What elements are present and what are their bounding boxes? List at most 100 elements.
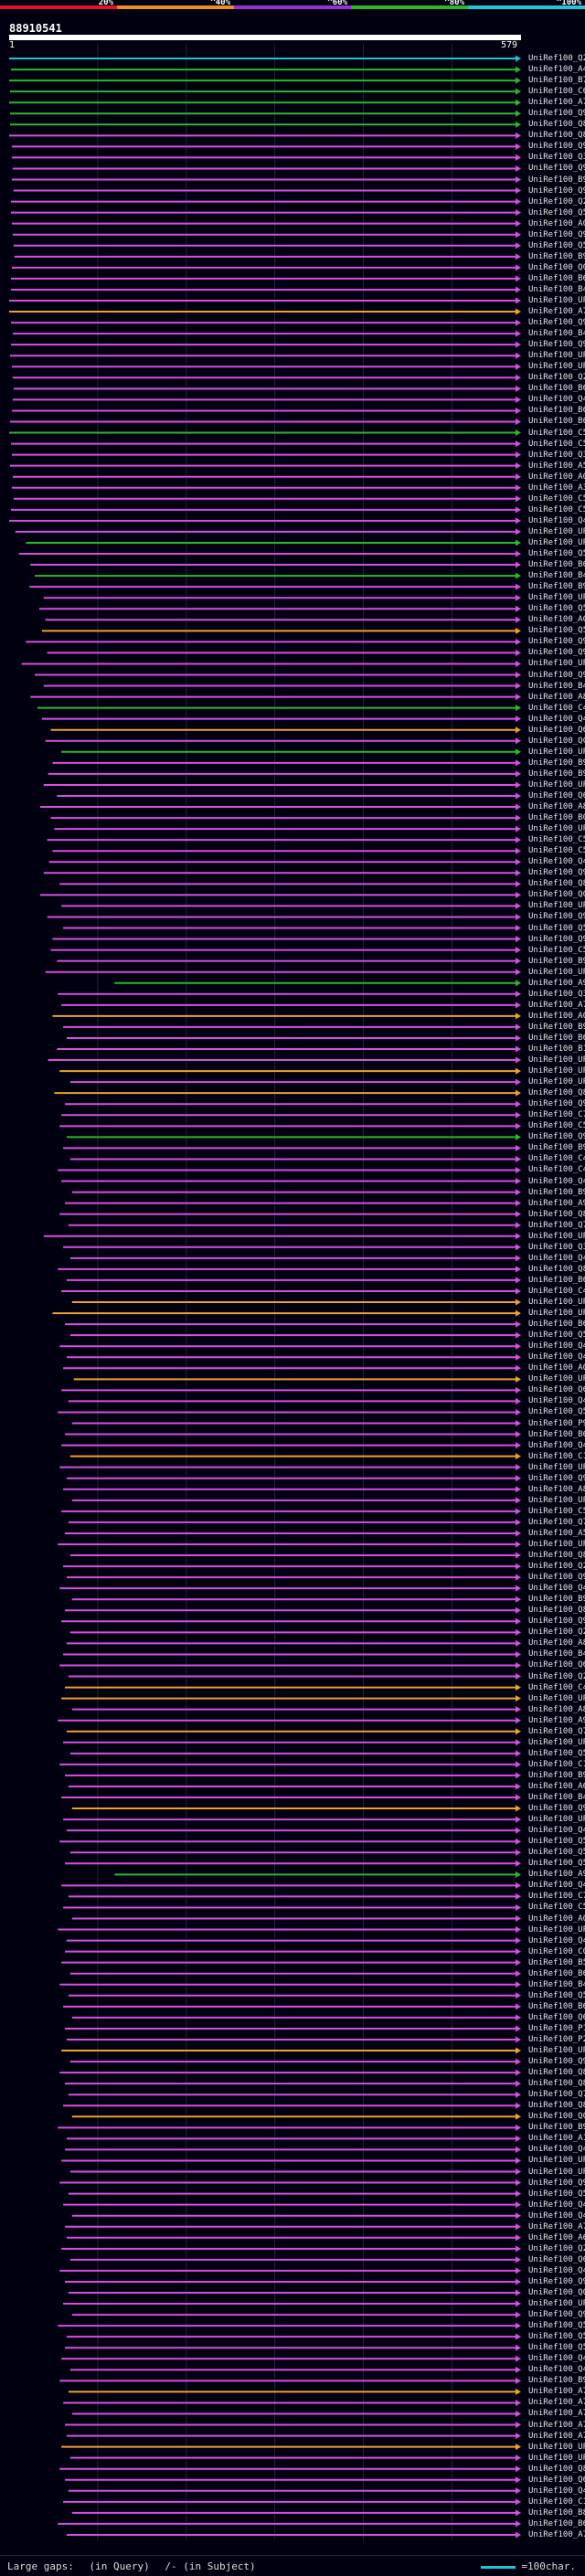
- hit-row[interactable]: [65, 2223, 521, 2231]
- hit-label[interactable]: UniRef100_Q54P77: [528, 1330, 585, 1341]
- hit-label[interactable]: UniRef100_A7QF35: [528, 1000, 585, 1010]
- hit-label[interactable]: UniRef100_UP1000..: [528, 659, 585, 669]
- hit-row[interactable]: [10, 341, 521, 348]
- hit-label[interactable]: UniRef100_Q9FUF1: [528, 229, 585, 239]
- hit-row[interactable]: [71, 1299, 521, 1306]
- hit-label[interactable]: UniRef100_UP1000..: [528, 2167, 585, 2177]
- hit-label[interactable]: UniRef100_UP1000..: [528, 1462, 585, 1472]
- hit-row[interactable]: [59, 1661, 521, 1669]
- hit-row[interactable]: [65, 2476, 521, 2484]
- hit-row[interactable]: [71, 1420, 521, 1427]
- hit-label[interactable]: UniRef100_C6T7Z1: [528, 87, 585, 97]
- hit-row[interactable]: [59, 880, 521, 887]
- hit-row[interactable]: [71, 2113, 521, 2120]
- hit-row[interactable]: [39, 803, 521, 811]
- hit-label[interactable]: UniRef100_Q9SDJ0: [528, 1573, 585, 1583]
- hit-row[interactable]: [69, 1155, 521, 1162]
- hit-label[interactable]: UniRef100_Q86113: [528, 1606, 585, 1616]
- hit-label[interactable]: UniRef100_Q0CTV4: [528, 890, 585, 900]
- hit-label[interactable]: UniRef100_UP1000..: [528, 2156, 585, 2166]
- hit-row[interactable]: [71, 1805, 521, 1812]
- hit-row[interactable]: [63, 1144, 521, 1151]
- hit-label[interactable]: UniRef100_UP1000..: [528, 2299, 585, 2309]
- hit-label[interactable]: UniRef100_Q40376: [528, 1584, 585, 1594]
- hit-row[interactable]: [69, 1453, 521, 1460]
- hit-label[interactable]: UniRef100_UP1000..: [528, 1539, 585, 1549]
- hit-row[interactable]: [66, 1728, 521, 1735]
- hit-row[interactable]: [69, 2366, 521, 2373]
- hit-label[interactable]: UniRef100_C4Q047: [528, 1154, 585, 1164]
- hit-label[interactable]: UniRef100_A4Q7K8: [528, 65, 585, 75]
- hit-label[interactable]: UniRef100_Q4A285: [528, 515, 585, 525]
- hit-label[interactable]: UniRef100_B6E562: [528, 2001, 585, 2011]
- hit-row[interactable]: [63, 925, 521, 932]
- hit-label[interactable]: UniRef100_A0Q136: [528, 218, 585, 228]
- hit-row[interactable]: [69, 2168, 521, 2176]
- hit-label[interactable]: UniRef100_UP1000..: [528, 1924, 585, 1935]
- hit-label[interactable]: UniRef100_Q6CW84: [528, 1660, 585, 1670]
- hit-row[interactable]: [61, 2443, 521, 2451]
- hit-label[interactable]: UniRef100_Q9FPQ5: [528, 648, 585, 658]
- hit-row[interactable]: [13, 242, 521, 249]
- hit-row[interactable]: [61, 902, 521, 909]
- hit-row[interactable]: [66, 1937, 521, 1945]
- hit-row[interactable]: [12, 164, 521, 172]
- hit-row[interactable]: [13, 187, 521, 195]
- hit-label[interactable]: UniRef100_Q6ASS5: [528, 2012, 585, 2022]
- hit-label[interactable]: UniRef100_UP1000..: [528, 1495, 585, 1505]
- hit-row[interactable]: [63, 1903, 521, 1911]
- hit-label[interactable]: UniRef100_Q8B966: [528, 1551, 585, 1561]
- hit-label[interactable]: UniRef100_A9RF92: [528, 1198, 585, 1208]
- hit-label[interactable]: UniRef100_Q8VKN7: [528, 2464, 585, 2474]
- hit-label[interactable]: UniRef100_B6TSI9: [528, 384, 585, 394]
- hit-label[interactable]: UniRef100_B6MDH6: [528, 1320, 585, 1330]
- hit-label[interactable]: UniRef100_C4I7P5: [528, 1682, 585, 1692]
- hit-label[interactable]: UniRef100_Q39614: [528, 450, 585, 460]
- hit-row[interactable]: [11, 484, 521, 492]
- hit-label[interactable]: UniRef100_Q9LI74: [528, 637, 585, 647]
- hit-label[interactable]: UniRef100_C5X646: [528, 1121, 585, 1131]
- hit-label[interactable]: UniRef100_C1FED3: [528, 1759, 585, 1769]
- hit-label[interactable]: UniRef100_C5XDH2: [528, 945, 585, 955]
- hit-label[interactable]: UniRef100_UP1000..: [528, 2453, 585, 2463]
- hit-row[interactable]: [59, 2179, 521, 2187]
- hit-label[interactable]: UniRef100_C7J205: [528, 1110, 585, 1120]
- hit-row[interactable]: [65, 2344, 521, 2351]
- hit-row[interactable]: [61, 1508, 521, 1515]
- hit-row[interactable]: [63, 1650, 521, 1658]
- hit-row[interactable]: [26, 638, 521, 645]
- hit-row[interactable]: [59, 2267, 521, 2274]
- hit-row[interactable]: [59, 1761, 521, 1768]
- hit-label[interactable]: UniRef100_UP1000..: [528, 1066, 585, 1076]
- hit-row[interactable]: [48, 770, 521, 778]
- hit-label[interactable]: UniRef100_Q9SBM1: [528, 912, 585, 922]
- hit-row[interactable]: [59, 2069, 521, 2076]
- hit-row[interactable]: [71, 1706, 521, 1713]
- hit-label[interactable]: UniRef100_Q41048: [528, 395, 585, 405]
- hit-label[interactable]: UniRef100_B7FHN1: [528, 76, 585, 86]
- hit-label[interactable]: UniRef100_Q8L6E5: [528, 1264, 585, 1274]
- hit-label[interactable]: UniRef100_Q51E20: [528, 2189, 585, 2199]
- hit-label[interactable]: UniRef100_Q0NZ56: [528, 2288, 585, 2297]
- hit-row[interactable]: [47, 913, 521, 920]
- hit-label[interactable]: UniRef100_B4E558: [528, 681, 585, 691]
- hit-row[interactable]: [71, 1595, 521, 1603]
- hit-row[interactable]: [114, 1871, 521, 1878]
- hit-label[interactable]: UniRef100_Q9LFU8: [528, 1132, 585, 1142]
- hit-row[interactable]: [38, 605, 521, 612]
- hit-label[interactable]: UniRef100_Q9SIU7: [528, 1473, 585, 1483]
- hit-label[interactable]: UniRef100_B0WFS6: [528, 813, 585, 823]
- hit-label[interactable]: UniRef100_Q70BK7: [528, 1726, 585, 1736]
- hit-label[interactable]: UniRef100_A0W015: [528, 615, 585, 625]
- hit-row[interactable]: [43, 781, 521, 789]
- hit-label[interactable]: UniRef100_A7J871: [528, 2398, 585, 2408]
- hit-row[interactable]: [61, 1111, 521, 1118]
- hit-row[interactable]: [69, 1552, 521, 1559]
- hit-label[interactable]: UniRef100_Q5MHW3: [528, 1837, 585, 1847]
- hit-row[interactable]: [68, 2289, 521, 2296]
- hit-label[interactable]: UniRef100_Q8LA04: [528, 2079, 585, 2089]
- hit-label[interactable]: UniRef100_Q51E15: [528, 2321, 585, 2331]
- hit-row[interactable]: [14, 253, 521, 260]
- hit-label[interactable]: UniRef100_UP1000..: [528, 1055, 585, 1065]
- hit-label[interactable]: UniRef100_C4LZ08: [528, 1286, 585, 1296]
